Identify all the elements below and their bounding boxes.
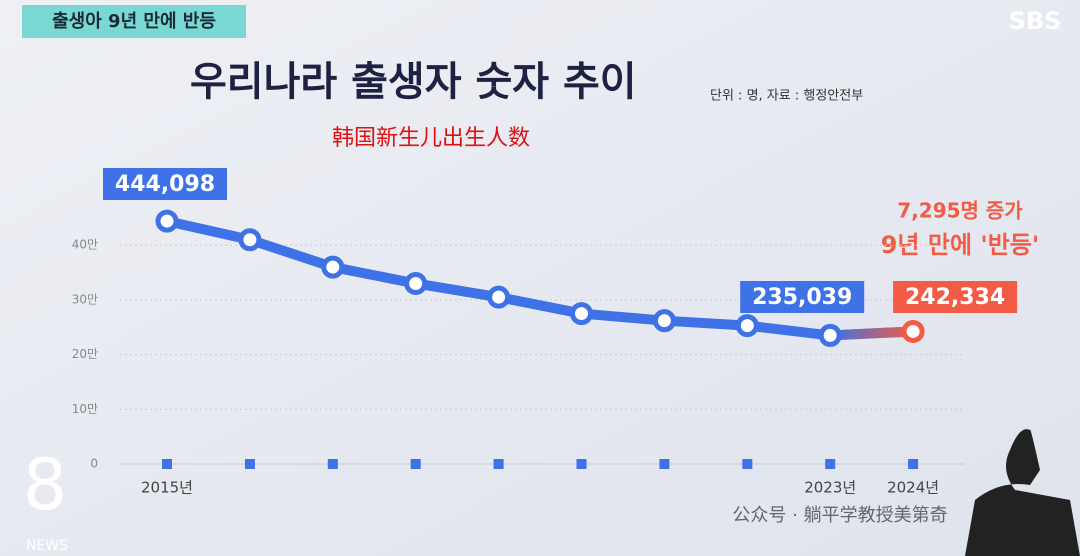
y-tick-label: 0: [90, 457, 98, 471]
label-box: [103, 168, 227, 200]
y-tick-label: 40만: [72, 238, 98, 252]
x-tick-label: 2024년: [887, 479, 939, 497]
point: [735, 314, 759, 338]
x-tick-label: 2015년: [141, 479, 193, 497]
y-tick-label: 30만: [72, 292, 98, 306]
x-tick: [659, 459, 670, 469]
y-tick-label: 10만: [72, 402, 98, 416]
point: [238, 228, 262, 252]
point: [404, 271, 428, 295]
y-tick-label: 20만: [72, 347, 98, 361]
corner-text: NEWS: [26, 538, 68, 554]
label-box: [893, 281, 1018, 313]
x-tick: [742, 459, 753, 469]
point: [321, 255, 345, 279]
highlight-segment: [829, 326, 914, 341]
annotation: 7,295명 증가: [897, 199, 1023, 223]
point: [652, 309, 676, 333]
unit-note: 단위 : 명, 자료 : 행정안전부: [710, 88, 863, 104]
point: [570, 302, 593, 326]
point: [818, 323, 842, 347]
presenter: [965, 429, 1080, 556]
tag-box: [22, 5, 246, 38]
x-tick: [162, 459, 172, 469]
value-label: 235,039: [752, 285, 852, 310]
caption: 韩国新生儿出生人数: [332, 126, 530, 151]
watermark: 公众号 · 躺平学教授美第奇: [732, 505, 947, 526]
label-box: [740, 281, 865, 313]
x-tick: [327, 459, 338, 469]
x-tick-label: 2023년: [804, 479, 856, 497]
x-tick: [410, 459, 421, 469]
line: [165, 216, 914, 341]
point: [487, 285, 511, 309]
value-label: 242,334: [905, 285, 1005, 310]
value-label: 444,098: [115, 172, 215, 197]
point: [155, 209, 179, 233]
x-tick: [908, 459, 919, 469]
x-tick: [576, 459, 587, 469]
chart-title: 우리나라 출생자 숫자 추이: [190, 59, 637, 105]
tag: 출생아 9년 만에 반등: [52, 11, 216, 32]
x-tick: [825, 459, 836, 469]
x-tick: [493, 459, 504, 469]
logo: SBS: [1009, 7, 1062, 35]
point: [901, 319, 925, 343]
corner-number: 8: [23, 444, 68, 526]
x-tick: [244, 459, 255, 469]
